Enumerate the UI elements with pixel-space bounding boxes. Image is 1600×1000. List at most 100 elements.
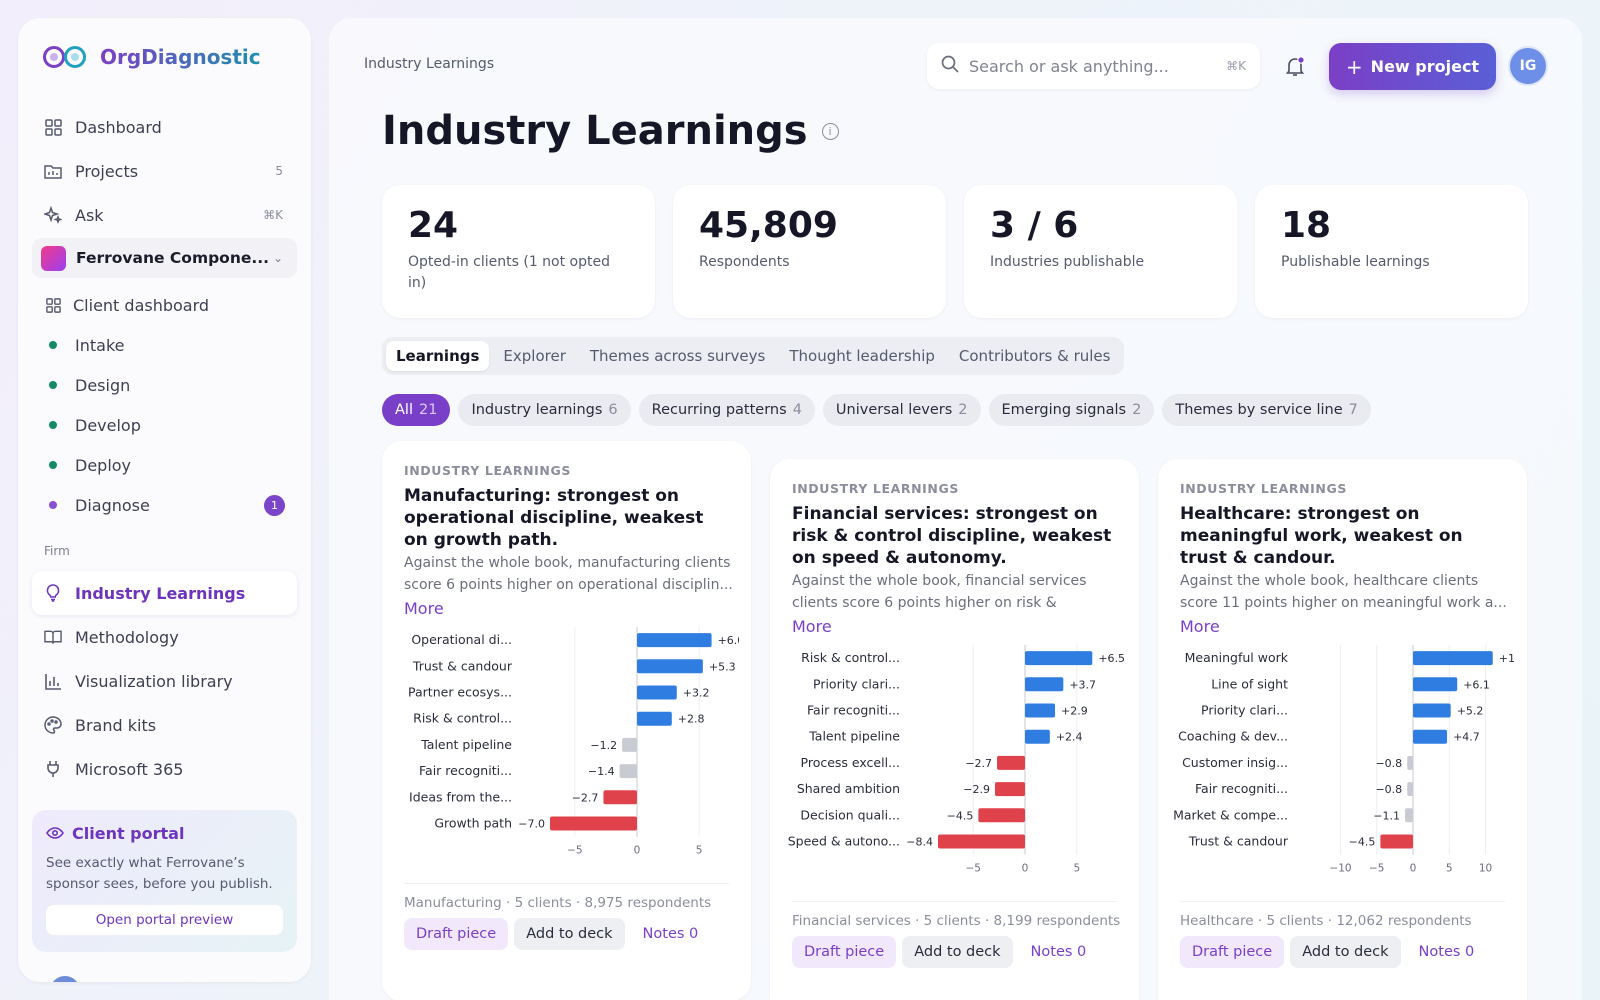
x-tick-label: −10 (1329, 863, 1351, 875)
nav-item-develop[interactable]: Develop (42, 405, 297, 445)
data-label: +6.0 (718, 634, 739, 647)
nav-item-client-dashboard[interactable]: Client dashboard (42, 285, 297, 325)
chip-industry-learnings[interactable]: Industry learnings 6 (458, 394, 631, 426)
learning-card[interactable]: INDUSTRY LEARNINGS Healthcare: strongest… (1158, 459, 1527, 1000)
info-icon[interactable]: i (821, 122, 839, 140)
filter-chips: All 21 Industry learnings 6 Recurring patt… (382, 394, 1371, 426)
projects-count: 5 (275, 164, 283, 178)
more-link[interactable]: More (1180, 617, 1220, 636)
search-input[interactable]: Search or ask anything... ⌘K (927, 43, 1260, 89)
tab-learnings[interactable]: Learnings (386, 341, 490, 371)
learning-card[interactable]: INDUSTRY LEARNINGS Financial services: s… (770, 459, 1139, 1000)
client-portal-title: Client portal (46, 824, 283, 843)
plus-icon: + (1345, 54, 1363, 79)
category-label: Priority clari... (813, 676, 900, 691)
card-title: Financial services: strongest on risk & … (792, 504, 1112, 568)
nav-item-industry-learnings[interactable]: Industry Learnings (32, 571, 297, 615)
chip-emerging-signals[interactable]: Emerging signals 2 (988, 394, 1155, 426)
nav-item-intake[interactable]: Intake (42, 325, 297, 365)
nav-label: Dashboard (75, 117, 162, 137)
chip-recurring-patterns[interactable]: Recurring patterns 4 (638, 394, 815, 426)
nav-item-visualization-library[interactable]: Visualization library (32, 659, 297, 703)
more-link[interactable]: More (792, 617, 832, 636)
more-link[interactable]: More (404, 599, 444, 618)
firm-nav: Industry Learnings Methodology Visualiza… (32, 571, 297, 791)
eye-icon (46, 824, 64, 843)
nav-label: Brand kits (75, 715, 157, 735)
client-portal-card: Client portal See exactly what Ferrovane… (32, 810, 297, 952)
kpi-label: Respondents (699, 254, 790, 270)
nav-item-dashboard[interactable]: Dashboard (42, 105, 297, 149)
avatar[interactable]: IG (1508, 46, 1548, 86)
draft-piece-button[interactable]: Draft piece (792, 936, 897, 968)
workspace-avatar (41, 245, 66, 271)
section-label-firm: Firm (44, 544, 70, 558)
category-label: Growth path (434, 816, 512, 831)
chip-count: 7 (1348, 402, 1358, 418)
kpi-value: 3 / 6 (990, 205, 1079, 246)
user-avatar[interactable] (50, 976, 80, 982)
chip-universal-levers[interactable]: Universal levers 2 (822, 394, 981, 426)
nav-item-microsoft-365[interactable]: Microsoft 365 (32, 747, 297, 791)
notes-button[interactable]: Notes 0 (1030, 944, 1087, 960)
brand[interactable]: OrgDiagnostic (40, 40, 261, 74)
category-label: Market & compe... (1173, 807, 1288, 822)
card-description: Against the whole book, manufacturing cl… (404, 555, 733, 593)
card-description: Against the whole book, financial servic… (792, 573, 1087, 611)
new-project-button[interactable]: + New project (1329, 43, 1496, 90)
add-to-deck-button[interactable]: Add to deck (902, 936, 1013, 968)
lightbulb-icon (44, 584, 62, 602)
draft-piece-button[interactable]: Draft piece (404, 918, 509, 950)
infinity-logo-icon (43, 46, 86, 68)
search-shortcut: ⌘K (1226, 59, 1246, 73)
nav-item-methodology[interactable]: Methodology (32, 615, 297, 659)
notifications-bell-icon[interactable] (1283, 54, 1307, 78)
tab-explorer[interactable]: Explorer (503, 347, 566, 365)
nav-label: Client dashboard (73, 295, 210, 315)
tab-contributors-rules[interactable]: Contributors & rules (958, 347, 1111, 365)
divider (1180, 901, 1505, 902)
card-meta: Healthcare · 5 clients · 12,062 responde… (1180, 913, 1472, 929)
draft-piece-button[interactable]: Draft piece (1180, 936, 1285, 968)
tab-thought-leadership[interactable]: Thought leadership (789, 347, 935, 365)
chip-all[interactable]: All 21 (382, 394, 451, 426)
bar (994, 782, 1025, 797)
bar (1025, 703, 1056, 718)
notes-button[interactable]: Notes 0 (1418, 944, 1475, 960)
card-meta: Financial services · 5 clients · 8,199 r… (792, 913, 1121, 929)
kpi-label: Opted-in clients (1 not opted in) (408, 254, 610, 291)
add-to-deck-button[interactable]: Add to deck (514, 918, 625, 950)
notes-button[interactable]: Notes 0 (642, 926, 699, 942)
data-label: −0.8 (1375, 757, 1402, 770)
breadcrumb[interactable]: Industry Learnings (364, 56, 495, 72)
learning-card[interactable]: INDUSTRY LEARNINGS Manufacturing: strong… (382, 441, 751, 1000)
nav-item-design[interactable]: Design (42, 365, 297, 405)
data-label: −2.7 (572, 791, 599, 804)
nav-item-projects[interactable]: Projects 5 (42, 149, 297, 193)
card-actions: Draft piece Add to deck Notes 0 (792, 936, 1098, 968)
category-label: Process excell... (801, 755, 900, 770)
add-to-deck-button[interactable]: Add to deck (1290, 936, 1401, 968)
open-portal-preview-button[interactable]: Open portal preview (46, 905, 283, 935)
chip-label: Themes by service line (1175, 402, 1343, 418)
nav-label: Industry Learnings (75, 583, 246, 603)
category-label: Coaching & dev... (1178, 729, 1288, 744)
bar (1413, 729, 1448, 744)
card-title: Healthcare: strongest on meaningful work… (1180, 504, 1463, 568)
chip-label: Universal levers (835, 402, 953, 418)
chip-themes-by-service-line[interactable]: Themes by service line 7 (1162, 394, 1371, 426)
bar (997, 755, 1025, 770)
brand-name: OrgDiagnostic (100, 45, 261, 69)
workspace-switcher[interactable]: Ferrovane Compone... ⌄ (32, 238, 297, 278)
kpi-label: Publishable learnings (1281, 254, 1430, 270)
card-meta: Manufacturing · 5 clients · 8,975 respon… (404, 895, 712, 911)
kpi-value: 24 (408, 205, 459, 246)
nav-item-brand-kits[interactable]: Brand kits (32, 703, 297, 747)
notification-badge: 1 (264, 494, 285, 516)
nav-item-deploy[interactable]: Deploy (42, 445, 297, 485)
nav-item-ask[interactable]: Ask ⌘K (42, 193, 297, 237)
chip-label: All (395, 402, 413, 418)
tab-themes-across-surveys[interactable]: Themes across surveys (589, 347, 766, 365)
nav-item-diagnose[interactable]: Diagnose 1 (42, 485, 297, 525)
card-description: Against the whole book, healthcare clien… (1180, 573, 1507, 611)
